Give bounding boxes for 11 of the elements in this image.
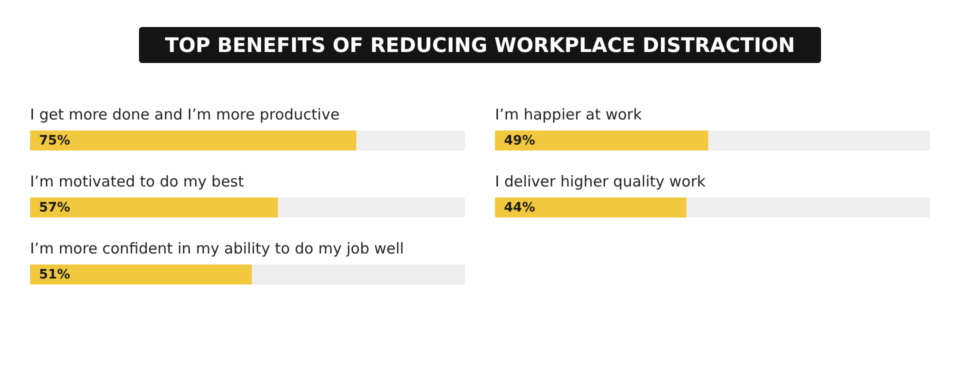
data-label: 49% (504, 134, 536, 148)
category-label: I’m happier at work (495, 106, 642, 124)
data-label: 51% (39, 268, 70, 282)
category-label: I get more done and I’m more productive (30, 106, 340, 124)
category-label: I’m more confident in my ability to do my job well (30, 240, 404, 258)
category-label: I deliver higher quality work (495, 172, 706, 190)
data-label: 57% (39, 200, 70, 216)
chart-title: TOP BENEFITS OF REDUCING WORKPLACE DISTRACTION (138, 27, 822, 63)
data-label: 44% (504, 200, 536, 216)
data-label: 75% (39, 134, 70, 148)
category-label: I’m motivated to do my best (30, 172, 244, 190)
